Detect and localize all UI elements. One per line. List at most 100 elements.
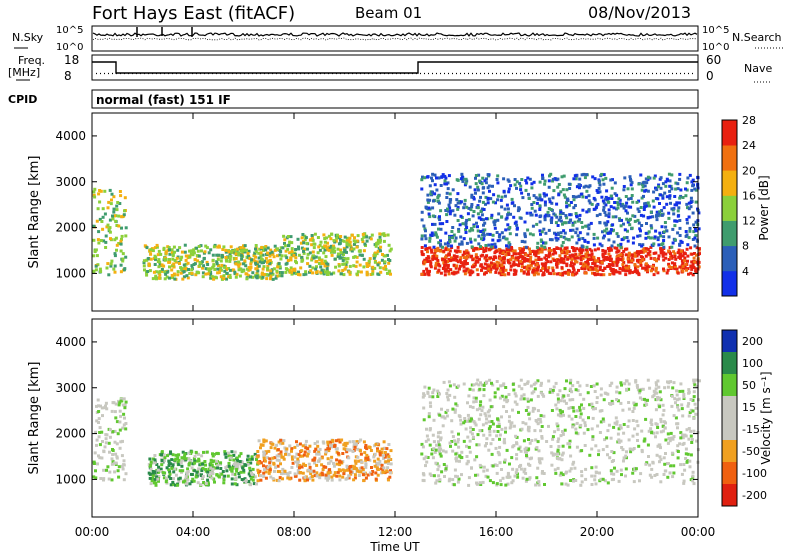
- velocity-cell: [687, 427, 691, 430]
- velocity-cell: [95, 419, 99, 423]
- velocity-cell: [207, 467, 211, 471]
- velocity-cell: [620, 446, 624, 449]
- power-cell: [345, 239, 349, 243]
- velocity-cell: [321, 468, 325, 471]
- velocity-cell: [663, 462, 667, 466]
- power-cell: [258, 260, 262, 264]
- power-cell: [694, 267, 698, 271]
- velocity-cell: [421, 395, 425, 399]
- power-cell: [439, 239, 442, 243]
- velocity-cell: [519, 449, 523, 453]
- velocity-cell: [666, 441, 670, 445]
- power-cell: [584, 184, 588, 188]
- velocity-cell: [556, 452, 560, 456]
- power-cell: [108, 226, 112, 230]
- power-cell: [659, 234, 663, 238]
- power-cell: [574, 177, 578, 181]
- power-cell: [186, 261, 190, 265]
- power-cell: [196, 249, 200, 253]
- power-cell: [92, 269, 96, 273]
- velocity-cell: [567, 414, 571, 418]
- velocity-cell: [444, 450, 448, 454]
- power-cell: [686, 267, 690, 271]
- velocity-cell: [522, 439, 526, 443]
- velocity-cell: [304, 446, 308, 450]
- velocity-cell: [193, 469, 197, 473]
- velocity-cell: [664, 438, 668, 442]
- power-cell: [689, 271, 693, 275]
- power-cell: [376, 238, 380, 242]
- power-cell: [522, 247, 525, 251]
- velocity-cell: [684, 447, 688, 451]
- power-cell: [439, 209, 443, 213]
- power-cell: [602, 205, 606, 209]
- velocity-cell: [225, 469, 229, 473]
- power-cell: [531, 224, 535, 228]
- velocity-cell: [526, 428, 530, 432]
- velocity-cell: [650, 475, 654, 479]
- power-cell: [113, 252, 117, 256]
- velocity-cell: [276, 470, 280, 473]
- velocity-cell: [296, 468, 300, 472]
- power-cell: [424, 247, 428, 251]
- power-cell: [665, 202, 669, 206]
- power-cell: [619, 253, 623, 257]
- velocity-cell: [650, 423, 654, 427]
- power-cell: [94, 264, 98, 268]
- velocity-cell: [279, 442, 283, 446]
- velocity-cell: [638, 389, 642, 393]
- power-cell: [190, 264, 194, 268]
- power-cell: [630, 259, 634, 263]
- power-cell: [670, 245, 674, 249]
- power-cell: [610, 244, 614, 248]
- power-cell: [538, 250, 542, 254]
- power-cell: [609, 178, 613, 182]
- power-cell: [567, 250, 571, 254]
- power-cell: [449, 268, 453, 272]
- velocity-heatmap: [92, 378, 701, 487]
- velocity-cell: [290, 449, 293, 453]
- power-cell: [630, 257, 634, 261]
- power-cell: [615, 270, 619, 274]
- power-cell: [684, 262, 688, 266]
- velocity-cell: [569, 387, 573, 391]
- power-cell: [248, 257, 252, 260]
- power-cell: [664, 184, 668, 188]
- power-cell: [157, 271, 161, 275]
- power-cell: [547, 228, 551, 232]
- power-cell: [693, 244, 697, 248]
- power-cell: [690, 252, 694, 256]
- velocity-cell: [422, 406, 426, 410]
- velocity-cell: [271, 456, 275, 460]
- power-cell: [684, 187, 687, 191]
- freq-tick-top: 18: [64, 53, 79, 67]
- power-cell: [420, 178, 424, 182]
- power-cell: [575, 214, 578, 218]
- power-cell: [273, 244, 277, 248]
- power-cell: [549, 208, 553, 211]
- power-cell: [644, 236, 648, 240]
- power-cell: [611, 215, 615, 219]
- power-cell: [249, 275, 252, 279]
- cpid-panel-frame: [91, 89, 699, 109]
- power-cell: [660, 225, 664, 229]
- velocity-cell: [262, 439, 266, 443]
- power-cell: [601, 199, 605, 203]
- velocity-cell: [369, 449, 373, 452]
- velocity-cell: [619, 426, 623, 430]
- power-cell: [495, 260, 499, 264]
- velocity-cell: [619, 439, 623, 443]
- power-cell: [490, 243, 494, 247]
- power-cell: [504, 268, 508, 272]
- velocity-cell: [486, 475, 490, 479]
- velocity-cell: [185, 457, 188, 461]
- velocity-cell: [108, 435, 112, 439]
- power-cell: [658, 231, 662, 235]
- power-cell: [513, 249, 517, 253]
- velocity-cell: [514, 471, 518, 475]
- velocity-cell: [591, 416, 595, 420]
- velocity-cell: [422, 457, 426, 461]
- velocity-cell: [455, 459, 458, 463]
- power-cell: [164, 272, 168, 276]
- power-cell: [242, 244, 245, 248]
